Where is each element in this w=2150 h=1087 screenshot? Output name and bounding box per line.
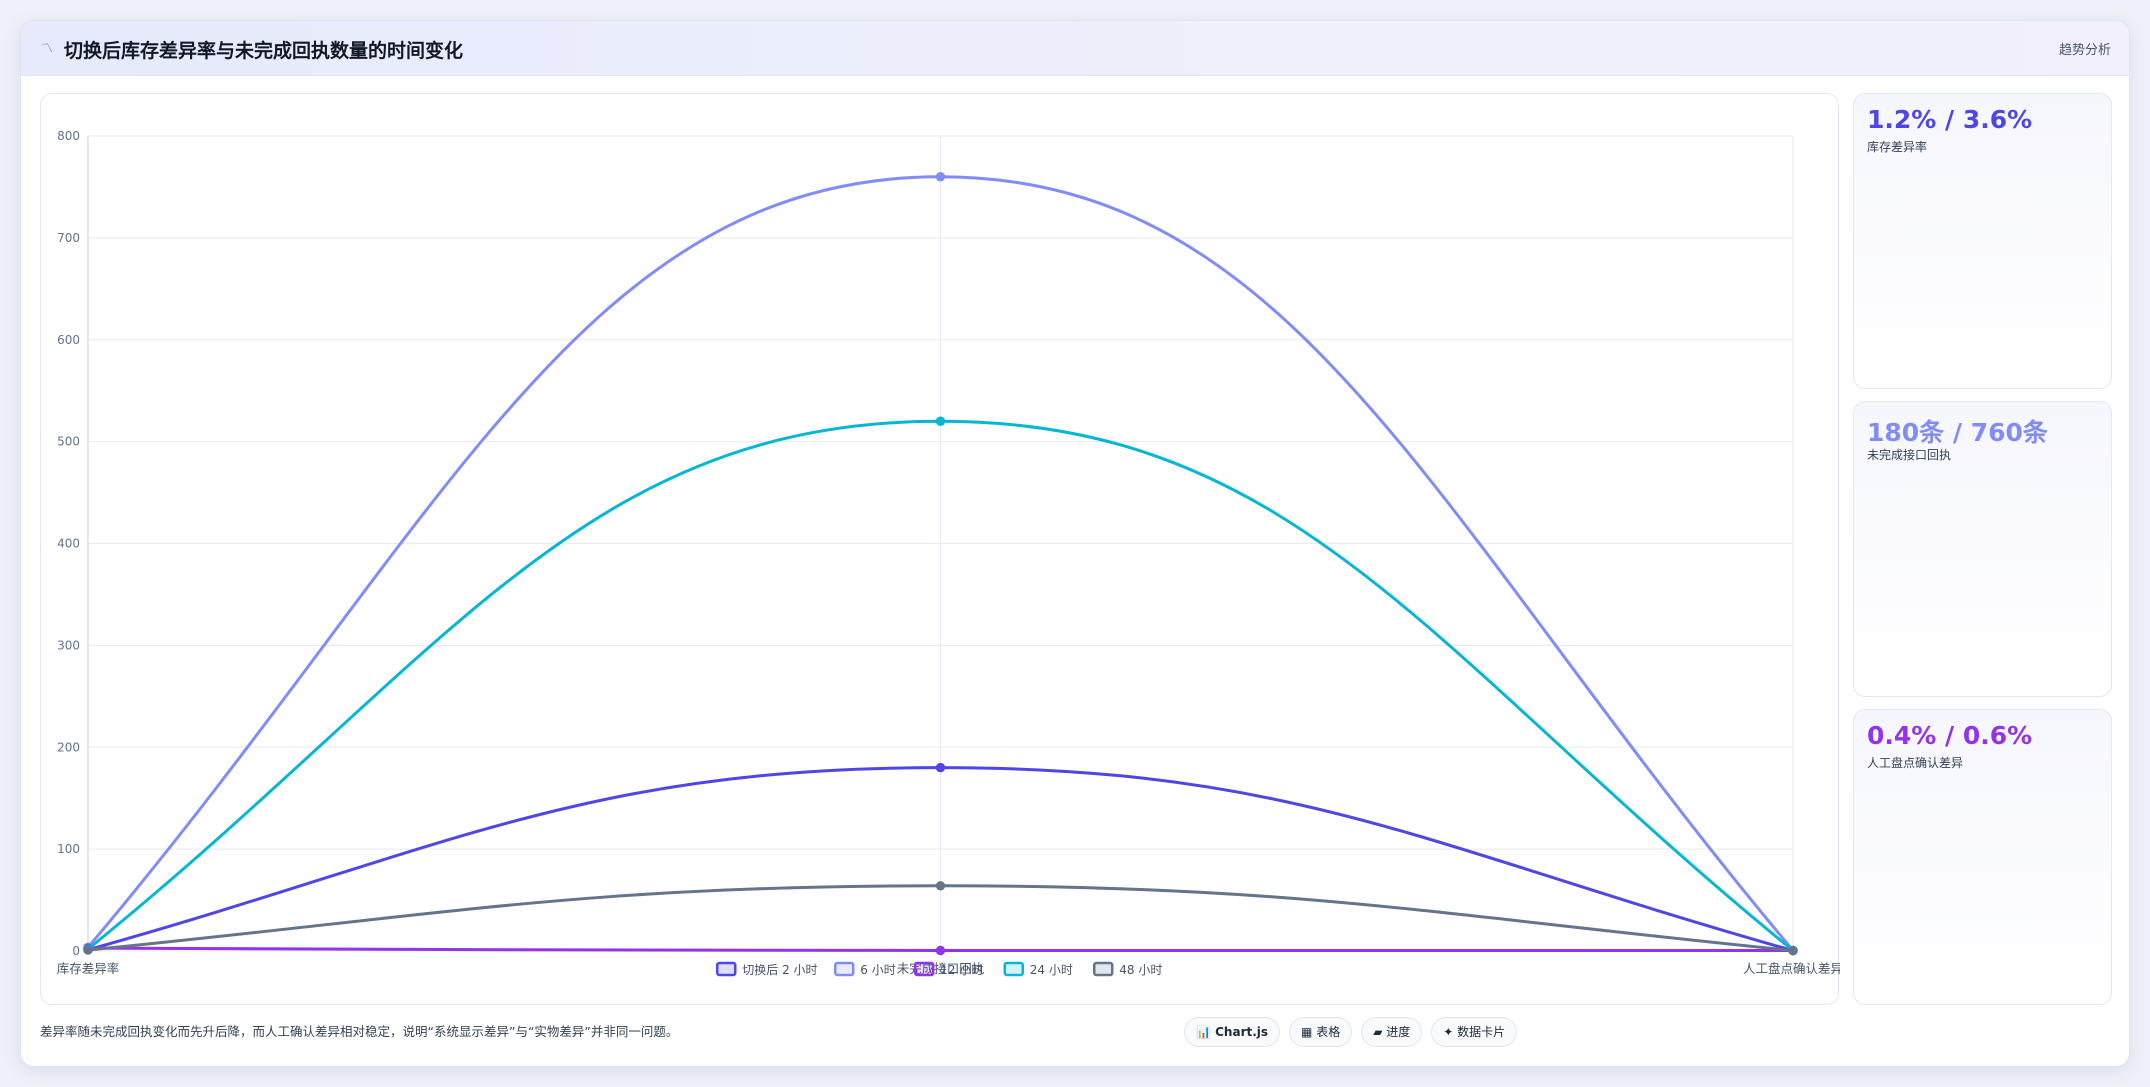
data-point (935, 881, 946, 891)
stat-label: 人工盘点确认差异 (1867, 756, 1964, 770)
view-tab-table[interactable]: ▦ 表格 (1289, 1017, 1353, 1047)
legend-swatch (914, 961, 935, 977)
y-tick-label: 600 (57, 333, 80, 347)
chart-card: 0 100 200 300 400 500 600 700 800 库存差异率 未完成接口回执 人工盘… (40, 93, 1840, 1005)
view-tab-cards[interactable]: ✦ 数据卡片 (1431, 1017, 1518, 1047)
legend-item[interactable]: 切换后 2 小时 (716, 961, 818, 977)
chart-caption: 差异率随未完成回执变化而先升后降，而人工确认差异相对稳定，说明“系统显示差异”与… (40, 1024, 679, 1039)
legend-swatch (1093, 961, 1114, 977)
dashboard-panel: 〽 切换后库存差异率与未完成回执数量的时间变化 趋势分析 0 100 200 300 4… (20, 20, 2130, 1067)
legend-label: 48 小时 (1119, 963, 1162, 977)
data-point (935, 416, 946, 426)
data-point (83, 945, 93, 955)
data-point (935, 762, 946, 773)
x-tick-label: 库存差异率 (57, 961, 120, 976)
data-point (935, 945, 946, 956)
legend-swatch (716, 961, 737, 977)
x-tick-label: 人工盘点确认差异 (1743, 961, 1840, 976)
stat-card-pending-receipts: 180条 / 760条 未完成接口回执 (1853, 401, 2112, 697)
y-tick-label: 100 (57, 842, 80, 856)
legend-item[interactable]: 6 小时 (834, 961, 896, 977)
data-point (1788, 945, 1798, 956)
legend-label: 24 小时 (1030, 963, 1073, 977)
view-switcher: 📊 Chart.js ▦ 表格 ▰ 进度 ✦ 数据卡片 (1184, 1017, 1518, 1047)
view-tab-progress[interactable]: ▰ 进度 (1361, 1017, 1423, 1047)
legend-label: 12 小时 (940, 963, 983, 977)
stat-label: 未完成接口回执 (1867, 448, 1952, 462)
chart-trend-icon: 〽 (41, 41, 54, 55)
legend-item[interactable]: 12 小时 (914, 961, 983, 977)
y-tick-label: 400 (57, 537, 80, 551)
data-point (935, 172, 946, 182)
stat-label: 库存差异率 (1867, 140, 1928, 154)
stat-card-inventory-diff: 1.2% / 3.6% 库存差异率 (1853, 93, 2112, 389)
legend-label: 切换后 2 小时 (742, 963, 817, 977)
stat-value: 180条 / 760条 (1867, 418, 2048, 447)
panel-header: 〽 切换后库存差异率与未完成回执数量的时间变化 趋势分析 (21, 21, 2129, 76)
y-tick-label: 200 (57, 740, 80, 754)
y-tick-label: 800 (57, 129, 80, 143)
y-tick-label: 500 (57, 435, 80, 449)
stat-card-manual-count: 0.4% / 0.6% 人工盘点确认差异 (1853, 709, 2112, 1005)
y-tick-label: 300 (57, 638, 80, 652)
legend-item[interactable]: 48 小时 (1093, 961, 1162, 977)
y-tick-label: 700 (57, 231, 80, 245)
stat-value: 1.2% / 3.6% (1867, 105, 2033, 134)
stat-value: 0.4% / 0.6% (1867, 721, 2033, 750)
x-tick-label: 未完成接口回执 (897, 961, 985, 976)
legend-label: 6 小时 (860, 963, 895, 977)
legend-swatch (834, 961, 855, 977)
line-chart: 0 100 200 300 400 500 600 700 800 库存差异率 未完成接口回执 人工盘… (57, 129, 1840, 977)
legend-item[interactable]: 24 小时 (1003, 961, 1073, 977)
panel-title: 切换后库存差异率与未完成回执数量的时间变化 (64, 40, 464, 62)
y-tick-label: 0 (72, 944, 80, 958)
view-tab-chartjs[interactable]: 📊 Chart.js (1184, 1017, 1281, 1047)
legend-swatch (1003, 961, 1024, 977)
panel-tag: 趋势分析 (2058, 43, 2111, 58)
